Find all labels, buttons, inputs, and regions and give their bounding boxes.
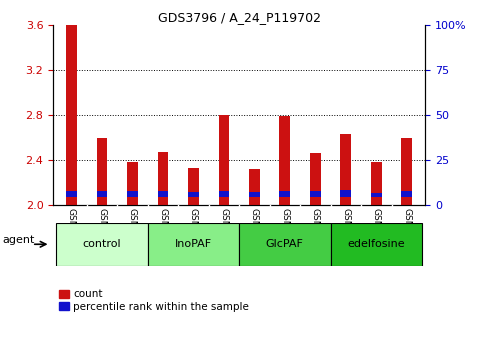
Text: GSM520258: GSM520258 — [98, 208, 106, 263]
Bar — [341, 190, 351, 198]
Bar — [188, 167, 199, 205]
Bar — [66, 191, 77, 198]
Bar — [127, 191, 138, 198]
Bar — [157, 191, 168, 198]
Bar — [401, 191, 412, 198]
Bar — [66, 25, 77, 205]
Legend: count, percentile rank within the sample: count, percentile rank within the sample — [58, 289, 250, 313]
Bar — [218, 115, 229, 205]
Bar — [188, 192, 199, 198]
Bar — [280, 116, 290, 205]
Text: control: control — [83, 239, 121, 249]
Bar — [341, 134, 351, 205]
Title: GDS3796 / A_24_P119702: GDS3796 / A_24_P119702 — [157, 11, 321, 24]
Text: GSM520260: GSM520260 — [158, 208, 168, 263]
Bar — [157, 152, 168, 205]
Bar — [249, 169, 260, 205]
Text: GSM520257: GSM520257 — [67, 208, 76, 263]
Bar — [56, 223, 148, 266]
Text: GSM520259: GSM520259 — [128, 208, 137, 263]
Text: GSM520264: GSM520264 — [280, 208, 289, 263]
Text: GSM520266: GSM520266 — [341, 208, 350, 263]
Text: agent: agent — [3, 235, 35, 245]
Bar — [239, 223, 330, 266]
Text: InoPAF: InoPAF — [175, 239, 212, 249]
Text: edelfosine: edelfosine — [347, 239, 405, 249]
Text: GSM520267: GSM520267 — [372, 208, 381, 263]
Text: GSM520268: GSM520268 — [402, 208, 411, 263]
Bar — [127, 162, 138, 205]
Bar — [371, 193, 382, 198]
Bar — [371, 162, 382, 205]
Text: GSM520263: GSM520263 — [250, 208, 259, 263]
Bar — [218, 191, 229, 198]
Text: GSM520261: GSM520261 — [189, 208, 198, 263]
Bar — [280, 191, 290, 198]
Bar — [97, 138, 107, 205]
Bar — [330, 223, 422, 266]
Bar — [97, 191, 107, 198]
Text: GSM520262: GSM520262 — [219, 208, 228, 263]
Bar — [148, 223, 239, 266]
Bar — [310, 191, 321, 198]
Bar — [249, 192, 260, 198]
Text: GlcPAF: GlcPAF — [266, 239, 304, 249]
Bar — [310, 153, 321, 205]
Bar — [401, 138, 412, 205]
Text: GSM520265: GSM520265 — [311, 208, 320, 263]
